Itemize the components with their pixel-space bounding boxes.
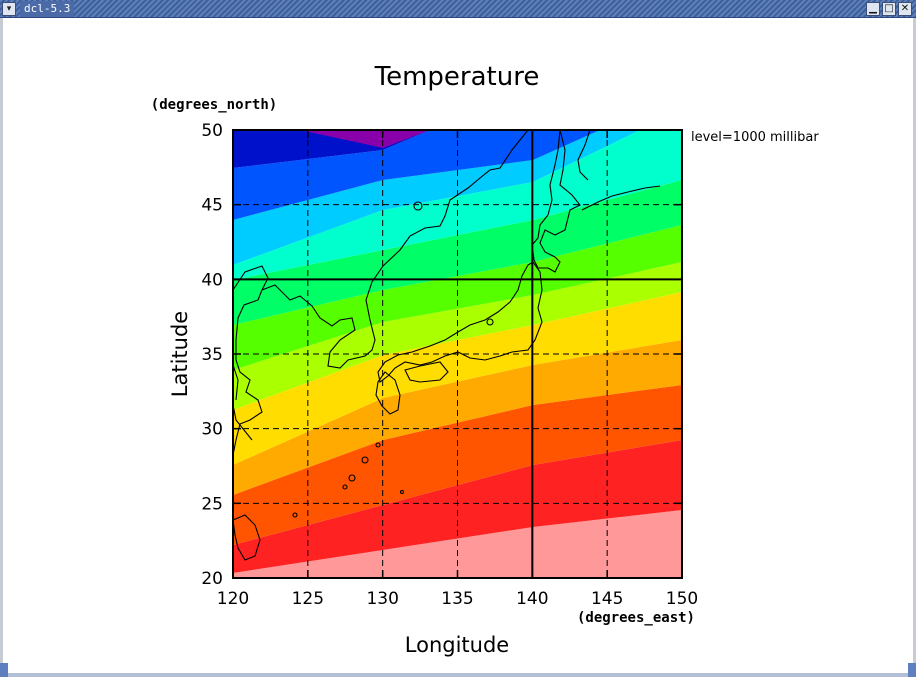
x-units-label: (degrees_east): [577, 610, 695, 626]
close-icon[interactable]: ✕: [898, 2, 912, 16]
y-tick-label: 40: [201, 270, 223, 290]
x-tick-label: 150: [666, 589, 698, 609]
band-7: [233, 225, 682, 370]
tick-marks: [232, 129, 683, 579]
band-13: [300, 130, 430, 148]
resize-handle-right[interactable]: [908, 663, 916, 677]
grid-lines: [233, 130, 682, 578]
x-tick-label: 140: [516, 589, 548, 609]
y-tick-label: 45: [201, 196, 223, 216]
window-border-right[interactable]: [913, 18, 916, 677]
y-tick-label: 35: [201, 345, 223, 365]
band-5: [233, 292, 682, 465]
coastline: [233, 130, 661, 561]
y-tick-label: 50: [201, 121, 223, 141]
minimize-icon[interactable]: ▁: [866, 2, 880, 16]
x-axis-label: Longitude: [405, 633, 509, 657]
x-tick-label: 125: [292, 589, 324, 609]
band-10: [233, 130, 640, 265]
y-axis-label: Latitude: [168, 311, 192, 397]
y-tick-label: 25: [201, 494, 223, 514]
chart-title: Temperature: [374, 62, 540, 92]
window-title: dcl-5.3: [20, 1, 75, 17]
x-tick-label: 145: [591, 589, 623, 609]
x-tick-label: 120: [217, 589, 249, 609]
temperature-chart: 120 125 130 135 140 145 150 20 25 30 35 40 45 50 Tem…: [151, 62, 820, 657]
band-11: [233, 130, 600, 220]
band-2: [233, 440, 682, 573]
band-4: [233, 340, 682, 495]
level-label: level=1000 millibar: [691, 130, 819, 145]
window-titlebar[interactable]: ▾ dcl-5.3 ▁ □ ✕: [0, 0, 916, 18]
y-units-label: (degrees_north): [151, 97, 277, 113]
x-tick-label: 130: [366, 589, 398, 609]
window-border-bottom[interactable]: [0, 673, 916, 677]
y-tick-labels: 20 25 30 35 40 45 50: [201, 121, 223, 589]
window-border-left[interactable]: [0, 18, 3, 677]
y-tick-label: 20: [201, 569, 223, 589]
maximize-icon[interactable]: □: [882, 2, 896, 16]
y-tick-label: 30: [201, 420, 223, 440]
x-tick-labels: 120 125 130 135 140 145 150: [217, 589, 698, 609]
resize-handle-left[interactable]: [0, 663, 8, 677]
chevron-down-icon[interactable]: ▾: [2, 2, 16, 16]
x-tick-label: 135: [441, 589, 473, 609]
